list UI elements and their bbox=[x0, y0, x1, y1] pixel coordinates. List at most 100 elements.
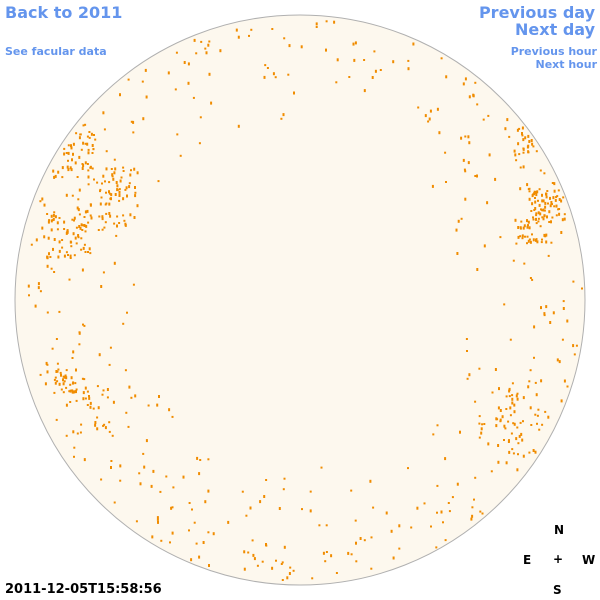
facula bbox=[102, 271, 105, 274]
facula bbox=[266, 67, 269, 69]
facula bbox=[145, 439, 148, 443]
facula bbox=[207, 531, 210, 534]
facula bbox=[198, 142, 201, 145]
facula bbox=[65, 193, 68, 197]
facula bbox=[77, 236, 80, 239]
facula bbox=[80, 223, 83, 227]
facula bbox=[522, 147, 525, 151]
next-hour-link[interactable]: Next hour bbox=[535, 58, 598, 71]
facula bbox=[481, 512, 484, 515]
facula bbox=[515, 159, 518, 162]
facula bbox=[72, 152, 74, 156]
facula bbox=[456, 482, 459, 486]
facula bbox=[392, 556, 395, 560]
facula bbox=[533, 325, 536, 329]
facula bbox=[75, 399, 78, 402]
facula bbox=[526, 242, 528, 245]
facula bbox=[78, 136, 81, 140]
facula bbox=[102, 389, 105, 392]
facula bbox=[192, 96, 195, 99]
facula bbox=[63, 254, 66, 258]
facula bbox=[536, 414, 539, 417]
facula bbox=[533, 356, 535, 359]
previous-hour-link[interactable]: Previous hour bbox=[510, 45, 597, 58]
facula bbox=[444, 151, 447, 154]
facula bbox=[116, 188, 119, 192]
facula bbox=[124, 369, 127, 372]
facula bbox=[122, 322, 125, 325]
facula bbox=[322, 551, 325, 555]
facula bbox=[535, 193, 538, 197]
facula bbox=[101, 228, 104, 231]
facula bbox=[69, 257, 72, 259]
facula bbox=[517, 442, 520, 445]
facula bbox=[476, 174, 478, 178]
facular-data-link[interactable]: See facular data bbox=[5, 45, 107, 58]
facula bbox=[87, 221, 90, 224]
facula bbox=[288, 572, 291, 575]
facula bbox=[98, 353, 101, 357]
facula bbox=[534, 200, 537, 204]
facula bbox=[335, 81, 338, 84]
facula bbox=[573, 353, 576, 356]
facula bbox=[85, 224, 88, 228]
facula bbox=[118, 194, 121, 197]
facula bbox=[526, 183, 529, 187]
facula bbox=[116, 224, 118, 228]
facula bbox=[80, 423, 83, 426]
facula bbox=[134, 394, 137, 398]
previous-day-link[interactable]: Previous day bbox=[478, 3, 595, 22]
facula bbox=[526, 235, 529, 238]
facula bbox=[82, 124, 85, 127]
facula bbox=[37, 286, 40, 290]
facula bbox=[79, 226, 82, 230]
facula bbox=[84, 386, 87, 390]
facula bbox=[497, 460, 500, 464]
facula bbox=[119, 464, 122, 468]
facula bbox=[513, 149, 516, 153]
facula bbox=[519, 226, 522, 229]
facula bbox=[109, 346, 112, 349]
facula bbox=[65, 369, 68, 372]
facula bbox=[50, 267, 53, 270]
facula bbox=[98, 215, 101, 218]
facula bbox=[92, 407, 95, 410]
facula bbox=[205, 51, 208, 55]
facula bbox=[552, 196, 555, 200]
back-link[interactable]: Back to 2011 bbox=[5, 3, 123, 22]
facula bbox=[104, 426, 107, 430]
facula bbox=[526, 145, 529, 149]
facula bbox=[555, 204, 558, 208]
facula bbox=[72, 430, 75, 434]
facula bbox=[545, 233, 548, 237]
facula bbox=[75, 368, 77, 372]
next-day-link[interactable]: Next day bbox=[515, 20, 595, 39]
facula bbox=[549, 196, 551, 200]
facula bbox=[128, 185, 131, 189]
facula bbox=[67, 254, 69, 256]
facula bbox=[309, 490, 312, 493]
facula bbox=[516, 392, 519, 395]
facula bbox=[476, 268, 479, 271]
facula bbox=[487, 442, 490, 446]
facula bbox=[562, 300, 565, 303]
facula bbox=[513, 410, 516, 414]
facula bbox=[73, 219, 75, 222]
facula bbox=[333, 20, 336, 24]
facula bbox=[187, 81, 190, 85]
facula bbox=[87, 183, 90, 186]
facula bbox=[113, 261, 116, 265]
facula bbox=[499, 420, 502, 423]
facula bbox=[99, 202, 102, 206]
facula bbox=[508, 389, 511, 393]
facula bbox=[287, 73, 290, 76]
facula bbox=[80, 237, 83, 240]
facula bbox=[462, 158, 465, 162]
facula bbox=[511, 394, 514, 397]
facula bbox=[537, 199, 539, 202]
facula bbox=[436, 484, 439, 487]
timestamp: 2011-12-05T15:58:56 bbox=[5, 582, 162, 597]
facula bbox=[519, 166, 522, 169]
facula bbox=[59, 371, 62, 374]
facula bbox=[87, 251, 89, 253]
